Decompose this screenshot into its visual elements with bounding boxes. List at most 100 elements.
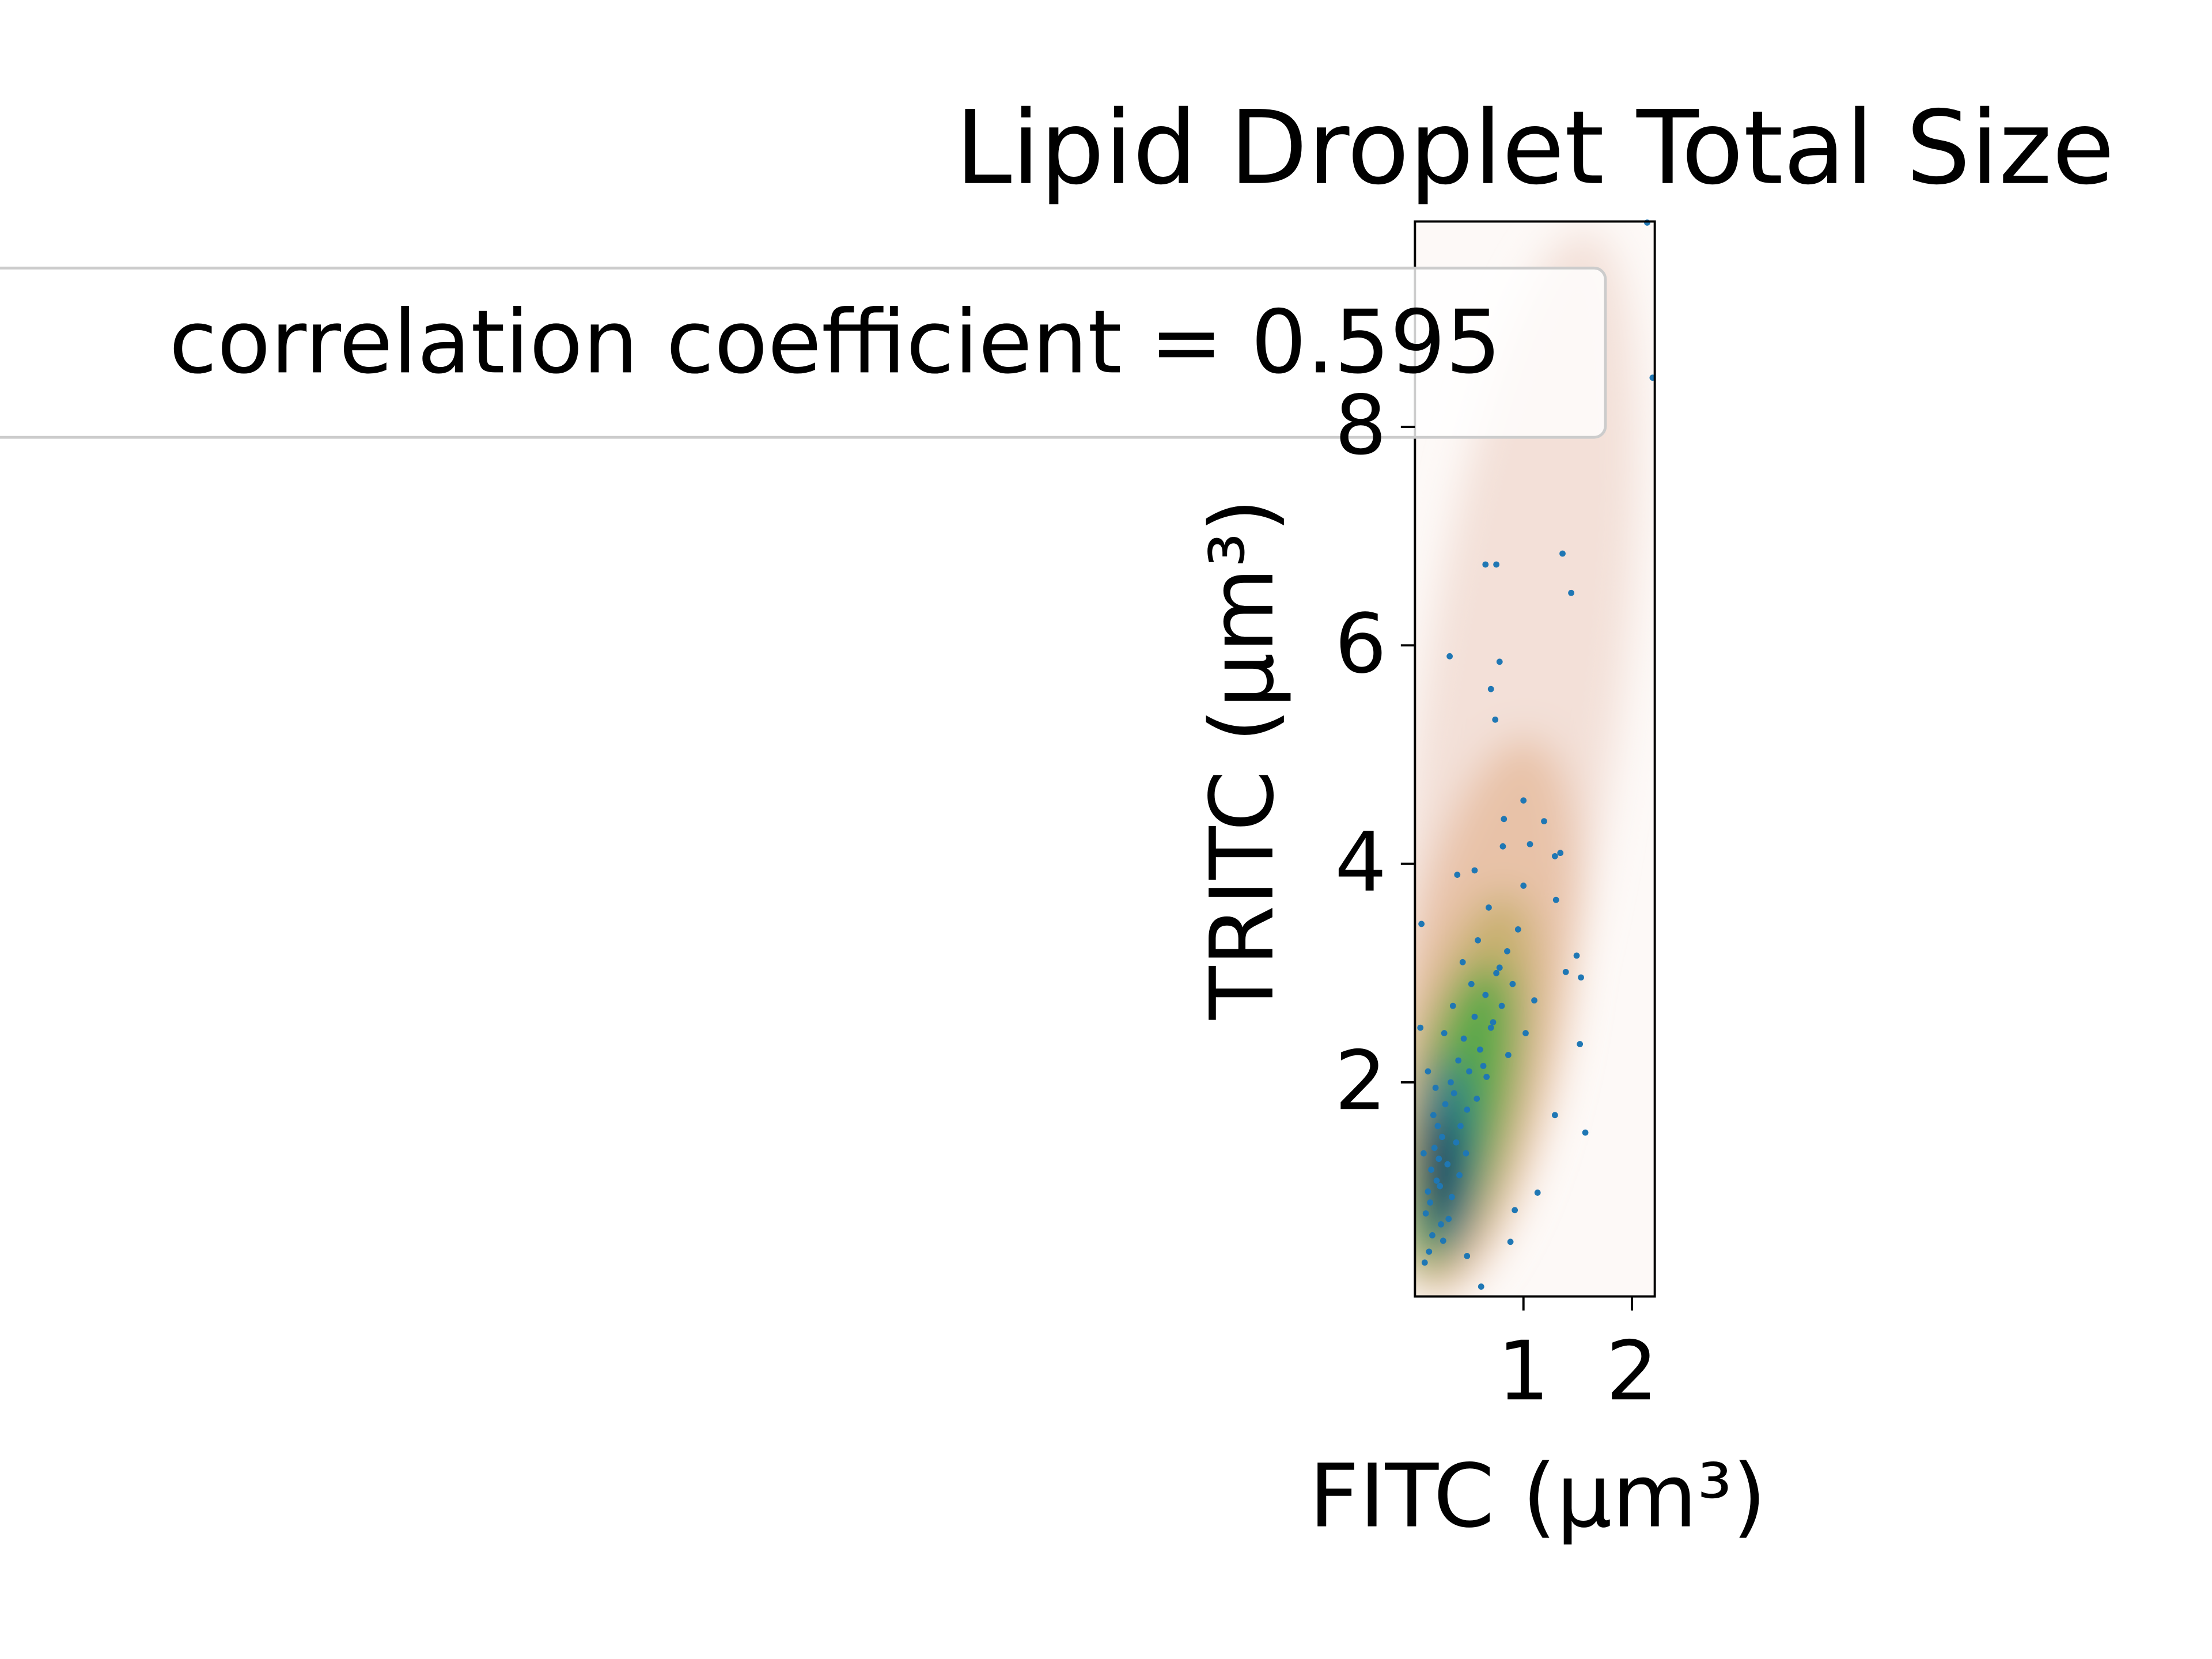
scatter-point [1433, 1177, 1440, 1184]
scatter-point [1450, 1090, 1457, 1097]
scatter-point [1492, 716, 1499, 723]
y-tick-label: 8 [1335, 378, 1387, 473]
scatter-point [1454, 872, 1461, 878]
scatter-point [1463, 1150, 1469, 1157]
scatter-point [1457, 1123, 1464, 1130]
scatter-point [1559, 550, 1566, 557]
scatter-point [1434, 1123, 1441, 1130]
scatter-point [1496, 658, 1503, 665]
x-tick-label: 2 [1606, 1324, 1658, 1419]
scatter-point [1446, 653, 1453, 660]
scatter-point [1431, 1145, 1438, 1152]
scatter-point [1578, 974, 1584, 981]
scatter-point [1439, 1134, 1445, 1141]
scatter-point [1493, 561, 1500, 568]
scatter-point [1562, 968, 1569, 975]
scatter-point [1541, 818, 1547, 825]
scatter-point [1551, 853, 1558, 859]
scatter-point [1531, 997, 1537, 1004]
y-axis-label: TRITC (μm³) [1191, 498, 1293, 1020]
legend-box [0, 266, 1607, 439]
scatter-point [1482, 991, 1489, 998]
plot-frame [1414, 220, 1656, 1298]
scatter-point [1435, 1156, 1442, 1162]
scatter-point [1499, 843, 1506, 850]
scatter-point [1449, 1002, 1456, 1009]
scatter-point [1501, 816, 1508, 823]
legend-text: correlation coefficient = 0.595 [169, 291, 1501, 393]
scatter-point [1464, 1106, 1471, 1113]
scatter-point [1476, 1046, 1483, 1053]
y-tick-label: 6 [1335, 597, 1387, 692]
scatter-point [1482, 561, 1489, 568]
scatter-point [1453, 1139, 1460, 1146]
scatter-point [1520, 882, 1527, 889]
scatter-point [1505, 1052, 1512, 1058]
scatter-point [1487, 685, 1494, 692]
scatter-point [1418, 921, 1425, 927]
scatter-point [1512, 1207, 1518, 1214]
scatter-point [1551, 1112, 1558, 1119]
scatter-point [1444, 1161, 1451, 1168]
scatter-point [1487, 1024, 1494, 1031]
scatter-point [1480, 1063, 1487, 1069]
scatter-point [1445, 1215, 1452, 1222]
scatter-point [1432, 1084, 1439, 1091]
scatter-point [1422, 1210, 1429, 1217]
scatter-point [1483, 1074, 1490, 1080]
scatter-point [1520, 797, 1527, 804]
scatter-point [1582, 1129, 1589, 1136]
scatter-point [1438, 1221, 1444, 1228]
scatter-point [1437, 1183, 1444, 1190]
x-axis-label: FITC (μm³) [1309, 1445, 1766, 1547]
scatter-point [1486, 904, 1492, 911]
scatter-point [1507, 1238, 1514, 1245]
scatter-point [1425, 1188, 1431, 1195]
scatter-point [1534, 1190, 1541, 1196]
scatter-point [1577, 1041, 1584, 1047]
scatter-point [1471, 867, 1478, 874]
scatter-point [1468, 980, 1475, 987]
scatter-points [1417, 219, 1656, 1290]
scatter-point [1426, 1248, 1433, 1255]
scatter-point [1478, 1283, 1484, 1290]
scatter-point [1474, 1095, 1480, 1102]
scatter-point [1456, 1172, 1463, 1179]
scatter-point [1455, 1057, 1462, 1064]
scatter-point [1425, 1068, 1431, 1075]
scatter-point [1568, 589, 1574, 596]
scatter-point [1421, 1259, 1428, 1266]
scatter-point [1504, 948, 1510, 955]
scatter-point [1442, 1101, 1449, 1108]
scatter-point [1514, 926, 1521, 933]
scatter-point [1460, 1035, 1467, 1042]
scatter-point [1427, 1199, 1434, 1206]
scatter-point [1493, 969, 1500, 976]
scatter-point [1527, 841, 1533, 847]
chart-title: Lipid Droplet Total Size [955, 89, 2115, 207]
scatter-point [1421, 1150, 1427, 1157]
scatter-point [1522, 1030, 1529, 1036]
scatter-point [1475, 937, 1481, 944]
scatter-point [1440, 1237, 1446, 1244]
scatter-point [1441, 1030, 1448, 1036]
y-tick-label: 2 [1335, 1033, 1387, 1128]
scatter-point [1466, 1068, 1472, 1075]
scatter-point [1490, 1019, 1497, 1025]
scatter-point [1496, 964, 1503, 971]
scatter-point [1459, 959, 1466, 965]
scatter-point [1448, 1194, 1455, 1200]
scatter-point [1573, 952, 1580, 959]
scatter-point [1448, 1079, 1454, 1086]
scatter-point [1471, 1013, 1478, 1020]
scatter-point [1429, 1232, 1435, 1238]
scatter-point [1552, 896, 1559, 903]
scatter-point [1428, 1166, 1434, 1173]
x-tick-label: 1 [1498, 1324, 1550, 1419]
legend: correlation coefficient = 0.595 [0, 266, 1607, 439]
scatter-point [1498, 1002, 1505, 1009]
y-tick-label: 4 [1335, 815, 1387, 910]
scatter-point [1417, 1024, 1424, 1031]
scatter-point [1464, 1253, 1471, 1259]
